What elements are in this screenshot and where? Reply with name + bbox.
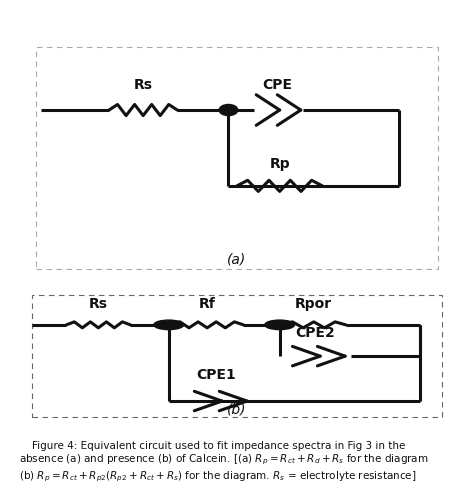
Text: (b): (b) [227,402,247,416]
Text: Figure 4: Equivalent circuit used to fit impedance spectra in Fig 3 in the
absen: Figure 4: Equivalent circuit used to fit… [19,441,428,484]
Text: CPE2: CPE2 [295,326,335,340]
Circle shape [264,320,294,330]
Circle shape [219,104,238,116]
Text: CPE1: CPE1 [197,368,237,382]
Text: Rp: Rp [269,156,290,171]
Circle shape [154,320,184,330]
Bar [36,47,438,269]
Text: Rpor: Rpor [295,297,332,311]
Text: Rf: Rf [199,297,216,311]
Text: (a): (a) [228,253,246,267]
Text: CPE: CPE [262,78,292,92]
Text: Rs: Rs [89,297,108,311]
Text: Rs: Rs [134,78,153,92]
